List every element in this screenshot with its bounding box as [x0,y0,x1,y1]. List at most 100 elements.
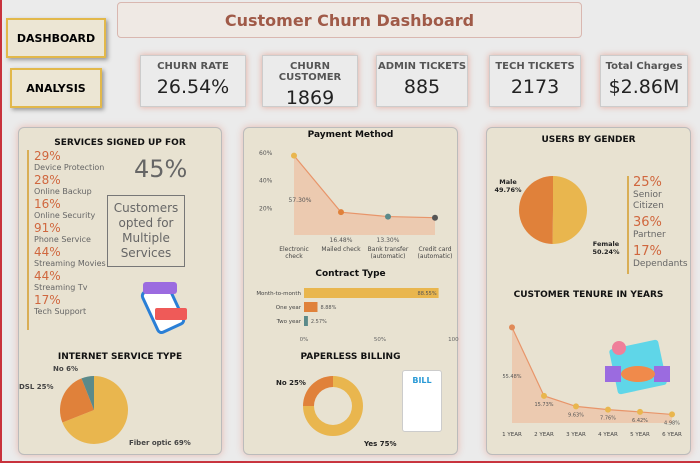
service-item: 17% Tech Support [34,294,106,317]
tenure-data-label: 55.48% [502,374,521,380]
service-label: Online Security [34,211,96,220]
kpi-label: TECH TICKETS [495,61,575,72]
payment-point [432,214,438,221]
kpi-churn-customer: CHURN CUSTOMER 1869 [262,55,358,109]
kpi-label: CHURN RATE [157,61,229,72]
kpi-label: Total Charges [605,61,683,72]
tenure-point [541,392,547,399]
payment-contract-card: Payment Method 60% 40% 20% 57.30% 16.48% 13.3… [243,127,459,455]
contract-bar [304,288,439,298]
payment-method-chart: 60% 40% 20% 57.30% 16.48% 13.30% [259,150,438,244]
gender-label-male: Male 49.76% [494,178,522,194]
internet-slice [62,376,128,444]
demographic-label: Senior Citizen [633,190,664,211]
paperless-label: No 25% [276,379,306,387]
tenure-chart: 55.48% 1 YEAR 15.73% 2 YEAR 9.63% 3 YEAR 7.76%… [502,324,682,438]
service-label: Phone Service [34,235,91,244]
analysis-nav-button[interactable]: ANALYSIS [10,68,102,108]
contract-category: Month-to-month [256,291,301,297]
paperless-billing-title: PAPERLESS BILLING [300,352,401,362]
bill-icon: BILL [402,370,442,432]
gender-title: USERS BY GENDER [541,135,636,145]
tenure-data-label: 4.98% [664,420,680,426]
internet-label: No 6% [53,365,78,373]
y-tick: 40% [259,178,273,185]
demographics-list: 25% Senior Citizen 36% Partner 17% Dependants [627,176,690,274]
x-tick: 100% [448,337,459,343]
dashboard-nav-button[interactable]: DASHBOARD [6,18,106,58]
payment-line [293,155,436,219]
payment-data-label: 16.48% [330,237,353,244]
kpi-value: 1869 [285,87,335,109]
service-item: 44% Streaming Movies [34,246,106,269]
phone-illustration-icon [140,281,187,335]
tenure-data-label: 9.63% [568,412,584,418]
contract-data-label: 88.55% [418,291,437,297]
x-tick: Credit card (automatic) [417,246,453,260]
y-tick: 60% [259,150,273,157]
internet-service-title: INTERNET SERVICE TYPE [57,352,183,362]
internet-label: Fiber optic 69% [129,439,191,447]
services-list: 29% Device Protection 28% Online Backup 16% O… [27,150,106,330]
tenure-data-label: 6.42% [632,418,648,424]
tenure-line [511,327,673,416]
service-pct: 28% [34,173,61,187]
demographic-pct: 17% [633,244,662,259]
demographic-label: Partner [633,230,666,240]
services-card: SERVICES SIGNED UP FOR 45% Customers opt… [18,127,222,455]
payment-point [385,213,391,220]
tenure-point [605,406,611,413]
payment-area [294,155,435,235]
payment-method-title: Payment Method [307,130,394,140]
kpi-tech-tickets: TECH TICKETS 2173 [489,55,581,107]
x-tick: 0% [300,337,309,343]
payment-data-label: 57.30% [289,197,312,204]
page-title: Customer Churn Dashboard [117,2,582,38]
x-tick: 1 YEAR [502,432,522,438]
contract-bar [304,316,308,326]
gender-label-female: Female 50.24% [592,240,620,256]
tenure-data-label: 7.76% [600,416,616,422]
service-item: 29% Device Protection [34,150,106,173]
tenure-title: CUSTOMER TENURE IN YEARS [513,290,664,300]
x-tick: 5 YEAR [630,432,650,438]
x-tick: 50% [374,337,386,343]
kpi-value: $2.86M [608,76,680,98]
service-pct: 16% [34,197,61,211]
contract-data-label: 2.57% [311,319,327,325]
service-item: 28% Online Backup [34,174,106,197]
multi-services-pct: 45% [134,155,188,183]
service-label: Streaming Movies [34,259,106,268]
service-pct: 44% [34,245,61,259]
service-item: 91% Phone Service [34,222,106,245]
service-label: Streaming Tv [34,283,88,292]
x-tick: 3 YEAR [566,432,586,438]
service-pct: 17% [34,293,61,307]
demographic-label: Dependants [633,259,688,269]
contract-category: One year [276,305,302,311]
tenure-point [509,324,515,331]
tenure-point [637,408,643,415]
kpi-value: 2173 [510,76,560,98]
payment-point [291,152,297,159]
demographic-item: 17% Dependants [633,245,690,270]
contract-category: Two year [276,319,302,325]
x-tick: 6 YEAR [662,432,682,438]
gender-pie [519,176,587,244]
multi-services-label: Customers opted for Multiple Services [107,195,185,267]
tenure-data-label: 15.73% [534,402,553,408]
internet-slice [81,376,94,410]
service-label: Device Protection [34,163,105,172]
x-tick: Bank transfer (automatic) [367,246,409,260]
demographic-pct: 25% [633,175,662,190]
kpi-label: ADMIN TICKETS [377,61,467,72]
kpi-churn-rate: CHURN RATE 26.54% [140,55,246,107]
services-title: SERVICES SIGNED UP FOR [54,138,186,148]
gender-slice [519,176,553,244]
service-item: 44% Streaming Tv [34,270,106,293]
x-tick: 4 YEAR [598,432,618,438]
service-pct: 91% [34,221,61,235]
gender-slice [552,176,587,244]
paperless-hole [314,387,352,425]
service-pct: 29% [34,149,61,163]
